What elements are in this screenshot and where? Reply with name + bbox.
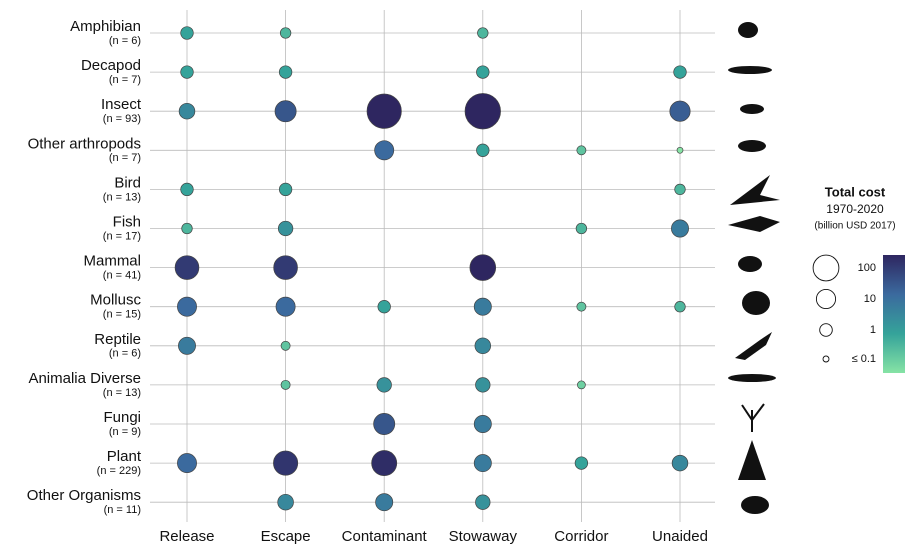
row-note: (n = 6) <box>109 348 141 360</box>
bubble <box>277 493 294 511</box>
x-tick-label: Stowaway <box>449 528 518 545</box>
bubble <box>278 182 293 197</box>
bubble <box>477 27 489 39</box>
bubble <box>377 300 391 314</box>
bubble <box>275 296 296 317</box>
bubble <box>278 65 293 79</box>
size-legend-circle <box>815 288 837 310</box>
size-legend-circle <box>812 254 840 282</box>
row-note: (n = 7) <box>109 152 141 164</box>
size-legend-label: 100 <box>858 262 876 274</box>
bubble <box>577 380 586 390</box>
bubble <box>177 296 197 317</box>
bubble <box>473 454 492 473</box>
bubble <box>178 102 196 120</box>
row-note: (n = 17) <box>103 230 141 242</box>
bubble <box>475 377 491 393</box>
bubble <box>674 183 686 196</box>
bubble <box>474 337 492 355</box>
bubble <box>180 65 194 79</box>
row-label: Other arthropods <box>28 135 141 152</box>
row-label: Plant <box>107 448 142 465</box>
bubble <box>473 297 492 316</box>
bubble <box>469 254 497 281</box>
row-label: Other Organisms <box>27 487 141 504</box>
bubble <box>280 340 291 351</box>
row-label: Insect <box>101 96 142 113</box>
size-legend-circle <box>819 323 833 337</box>
row-note: (n = 11) <box>104 504 141 516</box>
bubble <box>180 182 194 197</box>
row-note: (n = 229) <box>97 465 141 477</box>
bubble <box>576 301 587 312</box>
row-note: (n = 41) <box>103 270 141 282</box>
bubble <box>279 27 292 39</box>
size-legend-label: ≤ 0.1 <box>852 353 876 365</box>
bubble <box>376 377 392 393</box>
bubble <box>273 450 299 476</box>
x-tick-label: Escape <box>261 528 311 545</box>
bubble <box>575 222 588 235</box>
color-bar <box>883 255 905 373</box>
row-label: Mammal <box>83 253 141 270</box>
bubble <box>273 255 298 280</box>
row-label: Fish <box>113 213 141 230</box>
size-legend-circle <box>822 355 830 363</box>
row-label: Animalia Diverse <box>28 370 141 387</box>
bubble <box>178 336 196 355</box>
bubble <box>366 93 402 129</box>
legend-subtitle: 1970-2020 <box>826 202 884 216</box>
size-legend-label: 1 <box>870 324 876 336</box>
bubble <box>375 493 394 512</box>
x-tick-label: Corridor <box>554 528 608 545</box>
row-label: Decapod <box>81 57 141 74</box>
row-note: (n = 13) <box>103 387 141 399</box>
bubble <box>371 450 398 477</box>
row-note: (n = 13) <box>103 191 141 203</box>
bubble <box>574 456 589 470</box>
x-tick-label: Unaided <box>652 528 708 545</box>
row-label: Mollusc <box>90 292 141 309</box>
bubble <box>669 100 691 122</box>
bubble <box>476 143 490 157</box>
row-label: Reptile <box>94 331 141 348</box>
bubble <box>374 140 395 161</box>
bubble <box>674 301 686 313</box>
size-legend-label: 10 <box>864 293 876 305</box>
bubble <box>464 93 501 130</box>
bubble <box>473 415 492 433</box>
bubble <box>177 453 197 474</box>
legend-unit: (billion USD 2017) <box>814 221 895 232</box>
bubble <box>671 454 689 472</box>
bubble <box>373 413 396 435</box>
bubble <box>277 220 294 237</box>
row-label: Fungi <box>103 409 141 426</box>
bubble <box>576 145 587 156</box>
bubble <box>676 146 684 154</box>
bubble <box>476 65 490 79</box>
bubble <box>673 65 687 79</box>
x-tick-label: Release <box>159 528 214 545</box>
row-note: (n = 93) <box>103 113 141 125</box>
bubble <box>274 100 297 123</box>
bubble <box>475 494 491 510</box>
bubble <box>671 219 689 238</box>
row-label: Bird <box>114 174 141 191</box>
row-note: (n = 15) <box>103 309 141 321</box>
row-note: (n = 9) <box>109 426 141 438</box>
bubble <box>174 255 200 280</box>
row-note: (n = 6) <box>109 35 141 47</box>
x-tick-label: Contaminant <box>342 528 428 545</box>
silhouettes <box>728 22 780 514</box>
row-label: Amphibian <box>70 18 141 35</box>
bubble <box>180 26 194 40</box>
legend-title: Total cost <box>825 184 886 199</box>
bubble <box>181 222 193 235</box>
row-note: (n = 7) <box>109 74 141 86</box>
bubble <box>280 379 291 390</box>
